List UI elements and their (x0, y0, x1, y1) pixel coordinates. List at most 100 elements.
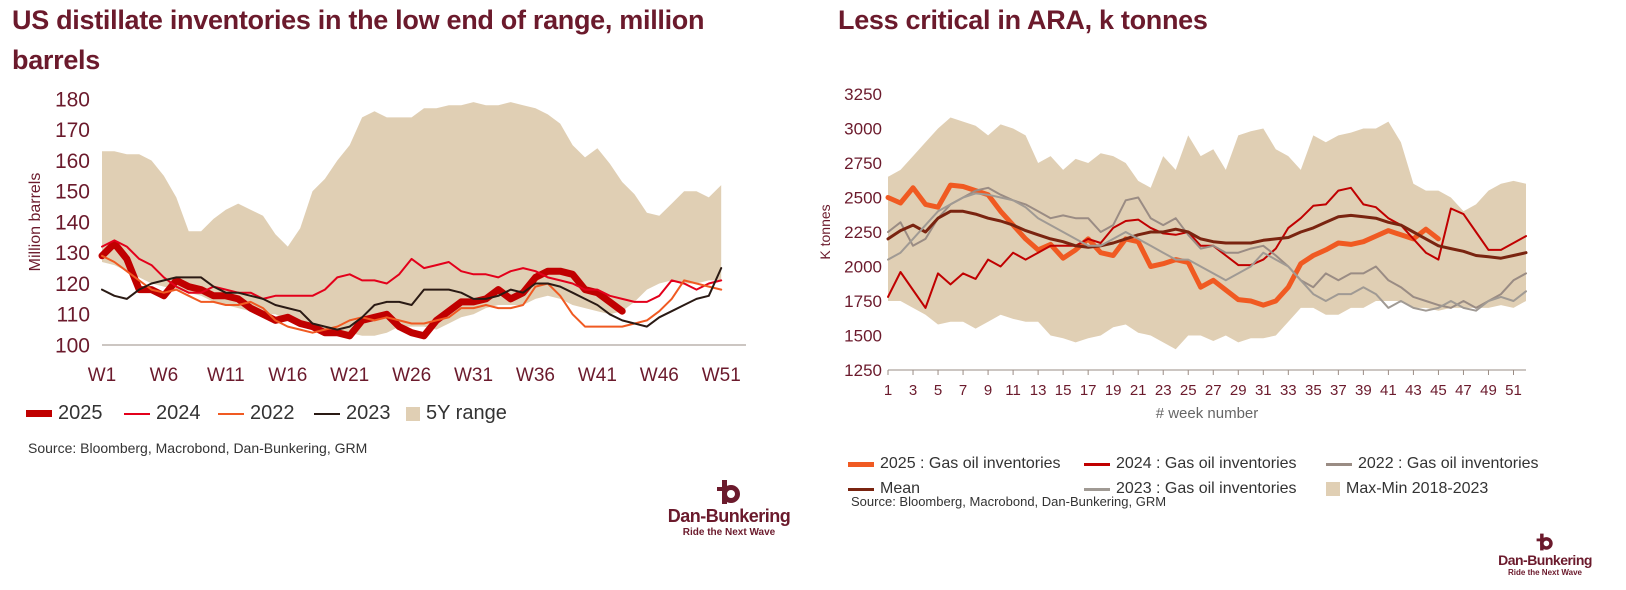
series-line-2022 (101, 254, 723, 334)
y-tick-label: 2000 (844, 257, 882, 276)
x-tick-label: 51 (1505, 382, 1522, 399)
left-chart-source: Source: Bloomberg, Macrobond, Dan-Bunker… (28, 440, 368, 456)
legend-label: Mean (880, 480, 921, 497)
legend-label: Max-Min 2018-2023 (1346, 480, 1489, 497)
legend-swatch (1084, 462, 1110, 466)
x-tick-label: 27 (1205, 382, 1222, 399)
legend-label: 2025 (58, 402, 103, 424)
x-tick-label: 13 (1030, 382, 1047, 399)
legend-item-2022: 2022 (218, 402, 295, 425)
x-tick-label: 47 (1455, 382, 1472, 399)
legend-swatch (1326, 462, 1352, 466)
legend-swatch (218, 412, 244, 415)
legend-label: 2022 : Gas oil inventories (1358, 455, 1539, 472)
us-distillate-chart: 100 110 120 130 140 150 160 170 180 W1 W6 W11 W16 W21… (27, 88, 746, 386)
y-tick-label: 150 (55, 181, 90, 204)
y-tick-label: 140 (55, 211, 90, 234)
y-tick-label: 2250 (844, 223, 882, 242)
series-line-2025 (98, 240, 626, 340)
legend-label: 2023 (346, 402, 391, 424)
legend-swatch (26, 410, 52, 417)
x-tick-label: 9 (984, 382, 992, 399)
x-tick-label: W46 (640, 365, 679, 386)
range-band-5y-range (102, 102, 722, 336)
x-tick-label: 21 (1130, 382, 1147, 399)
dan-bunkering-logo-left: Dan-Bunkering Ride the Next Wave (654, 478, 804, 538)
legend-label: 2024 (156, 402, 201, 424)
legend-item-5y-range: 5Y range (406, 402, 507, 425)
x-tick-label: 1 (884, 382, 892, 399)
legend-label: 2023 : Gas oil inventories (1116, 480, 1297, 497)
logo-brand: Dan-Bunkering (1498, 552, 1592, 568)
y-tick-label: 100 (55, 334, 90, 357)
x-tick-label: 29 (1230, 382, 1247, 399)
x-tick-label: W26 (392, 365, 431, 386)
y-tick-label: 180 (55, 88, 90, 111)
left-chart-title: US distillate inventories in the low end… (12, 0, 772, 80)
x-axis-label: # week number (1156, 405, 1259, 422)
y-tick-label: 110 (57, 304, 90, 327)
x-tick-label: 39 (1355, 382, 1372, 399)
legend-label: 2024 : Gas oil inventories (1116, 455, 1297, 472)
y-tick-label: 170 (55, 119, 90, 142)
series-line-2023-gas-oil-inventories (887, 192, 1527, 312)
y-tick-label: 3250 (844, 85, 882, 104)
x-tick-label: 33 (1280, 382, 1297, 399)
legend-item-2025: 2025 (26, 402, 103, 425)
x-tick-label: 41 (1380, 382, 1397, 399)
series-line-2024 (101, 239, 723, 303)
legend-swatch (406, 406, 420, 421)
y-axis-label: K tonnes (817, 204, 833, 259)
series-line-2023 (101, 267, 723, 331)
legend-swatch (1084, 487, 1110, 491)
x-tick-label: 11 (1005, 382, 1021, 399)
y-tick-label: 130 (55, 242, 90, 265)
right-chart-title: Less critical in ARA, k tonnes (838, 0, 1598, 40)
x-tick-label: W31 (454, 365, 493, 386)
legend-label: 2025 : Gas oil inventories (880, 455, 1061, 472)
legend-item-2023-gas-oil-inventories: 2023 : Gas oil inventories (1084, 480, 1297, 498)
x-tick-label: 5 (934, 382, 942, 399)
series-line-2024-gas-oil-inventories (887, 186, 1527, 309)
x-tick-label: W16 (268, 365, 307, 386)
x-tick-label: W41 (578, 365, 617, 386)
legend-item-2024-gas-oil-inventories: 2024 : Gas oil inventories (1084, 455, 1297, 473)
x-tick-label: W11 (207, 365, 245, 386)
series-line-mean (886, 209, 1528, 260)
legend-item-2025-gas-oil-inventories: 2025 : Gas oil inventories (848, 455, 1061, 473)
range-band-max-min-2018-2023 (888, 117, 1526, 350)
x-tick-label: 7 (959, 382, 967, 399)
logo-tagline: Ride the Next Wave (682, 527, 776, 538)
y-tick-label: 2750 (844, 154, 882, 173)
legend-item-mean: Mean (848, 480, 920, 498)
y-tick-label: 160 (55, 150, 90, 173)
legend-item-2024: 2024 (124, 402, 201, 425)
x-tick-label: W21 (330, 365, 369, 386)
legend-swatch (314, 412, 340, 415)
series-line-2022-gas-oil-inventories (887, 186, 1527, 309)
series-line-2025-gas-oil-inventories (885, 182, 1441, 308)
left-chart-title-text: US distillate inventories in the low end… (12, 5, 705, 75)
x-tick-label: W36 (516, 365, 555, 386)
legend-swatch (124, 412, 150, 415)
y-tick-label: 1250 (844, 361, 882, 380)
x-tick-label: W6 (150, 365, 179, 386)
x-tick-label: 19 (1105, 382, 1122, 399)
legend-label: 5Y range (426, 402, 507, 424)
logo-brand: Dan-Bunkering (667, 506, 791, 526)
dan-bunkering-logo-right: Dan-Bunkering Ride the Next Wave (1490, 532, 1600, 577)
right-chart-source: Source: Bloomberg, Macrobond, Dan-Bunker… (851, 494, 1167, 509)
x-tick-label: 45 (1430, 382, 1447, 399)
legend-item-2023: 2023 (314, 402, 391, 425)
legend-swatch (848, 461, 874, 467)
y-tick-label: 1500 (844, 326, 882, 345)
legend-swatch (1326, 482, 1340, 496)
x-tick-label: 43 (1405, 382, 1422, 399)
legend-swatch (848, 487, 874, 491)
x-tick-label: 3 (909, 382, 917, 399)
y-tick-label: 1750 (844, 292, 882, 311)
legend-label: 2022 (250, 402, 295, 424)
x-tick-label: 37 (1330, 382, 1347, 399)
x-tick-label: 17 (1080, 382, 1097, 399)
